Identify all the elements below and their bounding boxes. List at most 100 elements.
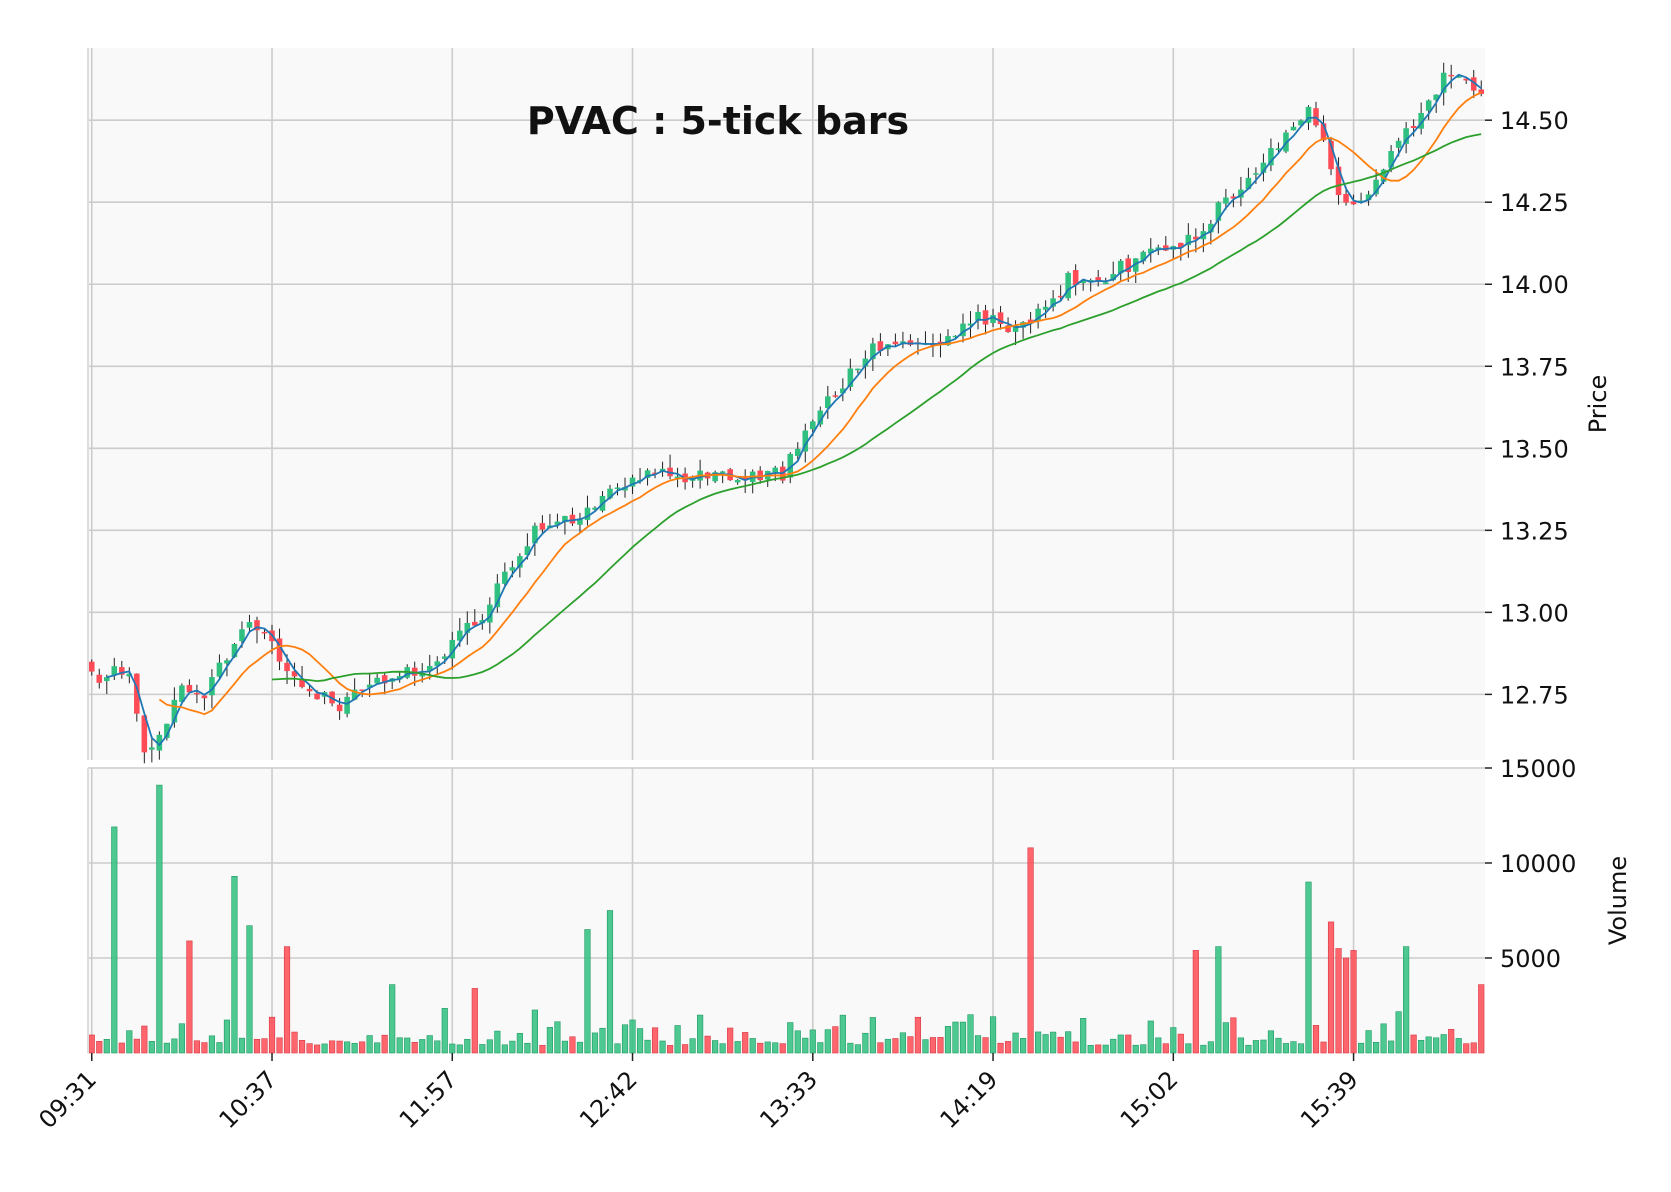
volume-bar <box>1305 881 1312 1054</box>
volume-bar <box>899 1032 906 1054</box>
candle-body <box>1027 319 1034 324</box>
candle-body <box>990 315 996 323</box>
candle-body <box>1380 169 1387 182</box>
candle-body <box>239 629 245 642</box>
candle-body <box>1117 260 1124 274</box>
volume-bar <box>997 1042 1004 1054</box>
volume-bar <box>1357 1042 1365 1054</box>
volume-bar <box>1403 946 1410 1054</box>
candle-body <box>156 734 163 751</box>
moving-average-lines <box>106 73 1482 747</box>
volume-bar <box>1237 1037 1244 1054</box>
volume-bar <box>839 1014 846 1054</box>
volume-bar <box>1327 921 1335 1054</box>
candle-body <box>517 556 523 568</box>
candle-body <box>532 525 538 544</box>
candle-body <box>426 665 433 671</box>
candle-body <box>592 507 598 510</box>
volume-bar <box>344 1041 351 1054</box>
volume-bar <box>606 910 614 1054</box>
candle-body <box>614 487 621 490</box>
volume-bar <box>824 1029 831 1054</box>
candle-body <box>472 621 478 626</box>
volume-bar <box>1132 1044 1139 1054</box>
volume-bar <box>1004 1041 1012 1054</box>
volume-bar <box>719 1043 726 1054</box>
volume-bar <box>674 1025 681 1054</box>
volume-bar <box>817 1042 824 1054</box>
volume-bar <box>922 1039 929 1054</box>
chart-title: PVAC : 5-tick bars <box>527 99 909 143</box>
candle-body <box>1403 128 1409 144</box>
candle-body <box>1095 277 1101 282</box>
x-tick-label: 12:42 <box>574 1065 643 1134</box>
moving-average-line <box>158 91 1482 716</box>
candle-body <box>1163 245 1169 251</box>
volume-bar <box>667 1045 674 1054</box>
volume-bar <box>283 946 291 1054</box>
volume-bar <box>1365 1030 1372 1054</box>
volume-bar <box>764 1041 771 1054</box>
candle-body <box>1193 236 1199 240</box>
volume-bar <box>1433 1037 1440 1054</box>
candle-body <box>1373 179 1379 195</box>
volume-bar <box>1245 1044 1252 1054</box>
candle-body <box>1125 258 1132 273</box>
candle-body <box>441 656 448 659</box>
volume-bar <box>359 1041 366 1054</box>
candle-body <box>975 311 981 321</box>
volume-bar <box>156 784 163 1054</box>
volume-bar <box>1335 948 1342 1054</box>
volume-bar <box>464 1038 471 1054</box>
candle-body <box>652 472 658 475</box>
candle-body <box>1238 189 1244 198</box>
volume-bar <box>1050 1031 1057 1054</box>
candle-body <box>224 660 230 664</box>
volume-bar <box>539 1044 546 1054</box>
candle-body <box>1365 194 1372 201</box>
candle-body <box>1350 201 1357 205</box>
candle-body <box>299 679 305 688</box>
volume-bar <box>621 1024 629 1054</box>
candle-body <box>1215 202 1222 221</box>
candle-body <box>457 630 463 641</box>
volume-bar <box>1027 847 1034 1054</box>
volume-bar <box>727 1027 734 1054</box>
candle-body <box>855 368 861 371</box>
candle-body <box>982 310 989 325</box>
candle-body <box>870 343 876 360</box>
candlesticks <box>88 62 1485 764</box>
price-tick-label: 14.50 <box>1500 107 1569 135</box>
candle-body <box>644 470 651 478</box>
volume-bar <box>434 1040 441 1054</box>
volume-bar <box>1448 1028 1455 1054</box>
volume-bar <box>1117 1034 1124 1054</box>
candle-body <box>254 620 260 631</box>
candle-body <box>554 521 561 525</box>
volume-bar <box>1282 1043 1290 1054</box>
candle-body <box>794 448 801 456</box>
candle-body <box>1147 248 1154 254</box>
candle-body <box>494 583 501 608</box>
price-tick-label: 13.25 <box>1500 517 1569 545</box>
volume-bar <box>1230 1017 1237 1054</box>
volume-bar <box>937 1037 944 1054</box>
volume-bar <box>554 1021 561 1054</box>
candle-body <box>1388 151 1394 168</box>
volume-bar <box>809 1029 816 1054</box>
volume-bar <box>223 1019 231 1054</box>
candle-body <box>1110 274 1116 281</box>
volume-bar <box>351 1042 358 1054</box>
volume-bar <box>944 1026 952 1054</box>
price-axis-title: Price <box>1584 375 1612 434</box>
volume-bar <box>591 1032 599 1054</box>
volume-bar <box>1162 1043 1169 1054</box>
candle-body <box>314 693 320 700</box>
candle-body <box>1005 325 1011 333</box>
volume-bar <box>1177 1033 1184 1054</box>
volume-axis-title: Volume <box>1604 856 1632 945</box>
candle-body <box>1035 308 1041 321</box>
candle-body <box>862 358 869 367</box>
volume-bar <box>1395 1011 1402 1054</box>
volume-bar <box>524 1042 531 1054</box>
